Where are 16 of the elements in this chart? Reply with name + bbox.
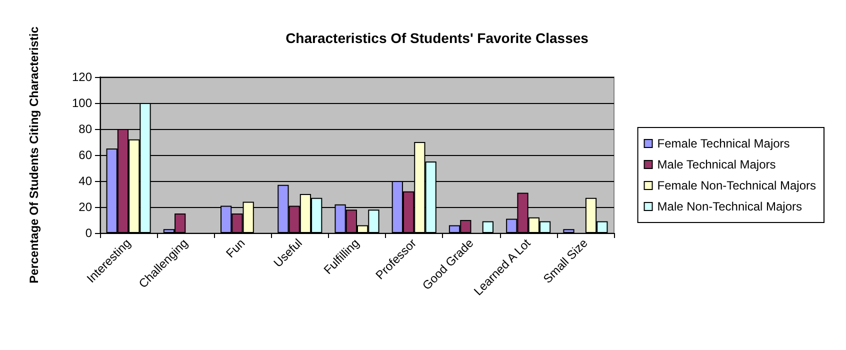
y-tick-label: 60 [78,148,92,162]
bar [482,221,494,233]
x-tick-label: Fun [223,236,248,261]
legend-label: Female Technical Majors [657,136,790,150]
legend-label: Male Technical Majors [657,158,776,172]
y-tick-label: 80 [78,122,92,136]
bar [563,229,574,233]
y-tick-label: 100 [72,96,92,110]
y-tick-label: 120 [72,70,92,84]
legend-label: Female Non-Technical Majors [657,178,816,192]
y-tick-label: 40 [78,174,92,188]
legend-label: Male Non-Technical Majors [657,200,802,214]
y-tick-label: 0 [85,226,92,240]
y-axis-title: Percentage Of Students Citing Characteristic [27,26,41,284]
y-tick-label: 20 [78,200,92,214]
chart-title: Characteristics Of Students' Favorite Classes [286,30,589,46]
